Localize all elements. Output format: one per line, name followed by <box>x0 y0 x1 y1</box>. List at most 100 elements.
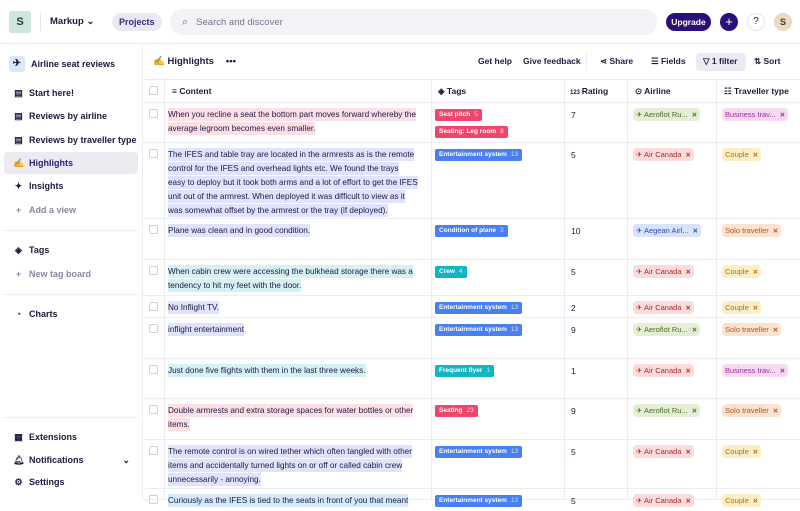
highlight-text[interactable]: No Inflight TV. <box>168 301 418 315</box>
tags-cell[interactable] <box>432 489 565 499</box>
traveller-type-pill[interactable]: Couple ✕ <box>722 148 762 161</box>
highlight-text[interactable]: Plane was clean and in good condition. <box>168 224 418 238</box>
avatar[interactable]: S <box>774 13 792 31</box>
table-row[interactable]: Plane was clean and in good condition. C… <box>143 219 800 260</box>
sort-button[interactable]: ⇅ Sort <box>754 56 780 67</box>
airline-pill[interactable]: ✈ Aeroflot Ru... ✕ <box>633 404 701 417</box>
content-cell[interactable] <box>165 296 432 317</box>
table-row[interactable]: Double armrests and extra storage spaces… <box>143 399 800 440</box>
filter-label-wrap[interactable]: ▽ 1 filter <box>703 56 737 67</box>
new-tag-board-button[interactable]: + New tag board <box>4 263 138 285</box>
traveller-type-pill[interactable]: Couple ✕ <box>722 265 762 278</box>
column-header-tags[interactable]: ◈ Tags <box>432 80 565 103</box>
tags-cell[interactable] <box>432 103 565 142</box>
airline-pill[interactable]: ✈ Air Canada ✕ <box>633 364 694 377</box>
airline-pill[interactable]: ✈ Aeroflot Ru... ✕ <box>633 323 701 336</box>
table-row[interactable]: No Inflight TV. Entertainment system 13 2… <box>143 296 800 318</box>
airline-cell[interactable] <box>628 440 717 488</box>
row-checkbox[interactable] <box>149 225 158 234</box>
remove-icon[interactable]: ✕ <box>772 228 779 235</box>
content-cell[interactable] <box>165 399 432 439</box>
tag-chip[interactable]: Crew 4 <box>435 266 467 278</box>
traveller-type-pill[interactable]: Solo traveller ✕ <box>722 323 782 336</box>
remove-icon[interactable]: ✕ <box>779 368 786 375</box>
remove-icon[interactable]: ✕ <box>752 305 759 312</box>
column-header-content[interactable]: ≡ Content <box>165 80 432 103</box>
airline-pill[interactable]: ✈ Air Canada ✕ <box>633 445 694 458</box>
tags-cell[interactable] <box>432 359 565 398</box>
sidebar-item-insights[interactable]: ✦ Insights <box>4 175 138 197</box>
traveller-type-pill[interactable]: Couple ✕ <box>722 301 762 314</box>
remove-icon[interactable]: ✕ <box>685 498 691 505</box>
row-checkbox[interactable] <box>149 324 158 333</box>
column-header-traveller-type[interactable]: ☷ Traveller type <box>717 80 800 103</box>
add-icon[interactable]: + <box>720 13 738 31</box>
upgrade-button[interactable]: Upgrade <box>666 13 711 31</box>
tag-chip[interactable]: Seating: Leg room 8 <box>435 126 508 138</box>
remove-icon[interactable]: ✕ <box>779 112 786 119</box>
remove-icon[interactable]: ✕ <box>691 112 698 119</box>
projects-button[interactable]: Projects <box>112 13 162 31</box>
tag-chip[interactable]: Entertainment system 13 <box>435 149 523 161</box>
row-checkbox[interactable] <box>149 365 158 374</box>
airline-pill[interactable]: ✈ Air Canada ✕ <box>633 301 694 314</box>
remove-icon[interactable]: ✕ <box>685 305 691 312</box>
tag-chip[interactable]: Frequent flyer 1 <box>435 365 494 377</box>
sidebar-item-highlights[interactable]: ✍ Highlights <box>4 152 138 174</box>
give-feedback-button[interactable]: Give feedback <box>523 56 581 66</box>
highlight-text[interactable]: Double armrests and extra storage spaces… <box>168 404 418 432</box>
remove-icon[interactable]: ✕ <box>685 152 691 159</box>
remove-icon[interactable]: ✕ <box>692 228 699 235</box>
table-row[interactable]: inflight entertainment Entertainment sys… <box>143 318 800 359</box>
rating-cell[interactable] <box>565 440 628 488</box>
remove-icon[interactable]: ✕ <box>685 449 691 456</box>
airline-cell[interactable] <box>628 489 717 499</box>
tags-cell[interactable] <box>432 296 565 317</box>
airline-cell[interactable] <box>628 399 717 439</box>
tag-chip[interactable]: Seat pitch 5 <box>435 109 482 121</box>
table-row[interactable]: Curiously as the IFES is tied to the sea… <box>143 489 800 507</box>
tags-cell[interactable] <box>432 440 565 488</box>
sidebar-item-reviews-by-traveller-type[interactable]: ▤ Reviews by traveller type <box>4 129 138 151</box>
airline-cell[interactable] <box>628 296 717 317</box>
tag-chip[interactable]: Seating 23 <box>435 405 478 417</box>
airline-pill[interactable]: ✈ Aegean Airl... ✕ <box>633 224 702 237</box>
share-button[interactable]: ⋖ Share <box>600 56 633 67</box>
add-view-button[interactable]: + Add a view <box>4 199 138 221</box>
content-cell[interactable] <box>165 219 432 259</box>
more-options-icon[interactable]: ••• <box>225 56 236 67</box>
rating-cell[interactable] <box>565 489 628 499</box>
remove-icon[interactable]: ✕ <box>691 327 698 334</box>
airline-cell[interactable] <box>628 103 717 142</box>
column-header-airline[interactable]: ⊙ Airline <box>628 80 717 103</box>
airline-pill[interactable]: ✈ Aeroflot Ru... ✕ <box>633 108 701 121</box>
fields-button[interactable]: ☰ Fields <box>651 56 686 67</box>
airline-pill[interactable]: ✈ Air Canada ✕ <box>633 494 694 507</box>
remove-icon[interactable]: ✕ <box>752 269 759 276</box>
sidebar-item-start-here[interactable]: ▤ Start here! <box>4 82 138 104</box>
sidebar-item-reviews-by-airline[interactable]: ▤ Reviews by airline <box>4 105 138 127</box>
help-button[interactable]: ? <box>747 13 765 31</box>
content-cell[interactable] <box>165 260 432 295</box>
highlight-text[interactable]: When cabin crew were accessing the bulkh… <box>168 265 418 293</box>
content-cell[interactable] <box>165 359 432 398</box>
tags-cell[interactable] <box>432 399 565 439</box>
workspace-logo[interactable]: S <box>9 11 31 33</box>
traveller-type-pill[interactable]: Solo traveller ✕ <box>722 224 782 237</box>
row-checkbox[interactable] <box>149 266 158 275</box>
sidebar-item-notifications[interactable]: 🔔︎ Notifications ⌄ <box>4 449 138 471</box>
airline-cell[interactable] <box>628 359 717 398</box>
workspace-switcher[interactable]: Markup ⌄ <box>50 16 94 27</box>
remove-icon[interactable]: ✕ <box>752 152 759 159</box>
remove-icon[interactable]: ✕ <box>691 408 698 415</box>
row-checkbox[interactable] <box>149 302 158 311</box>
content-cell[interactable] <box>165 440 432 488</box>
remove-icon[interactable]: ✕ <box>752 498 759 505</box>
highlight-text[interactable]: When you recline a seat the bottom part … <box>168 108 418 136</box>
remove-icon[interactable]: ✕ <box>685 269 691 276</box>
traveller-type-pill[interactable]: Business trav... ✕ <box>722 364 789 377</box>
tags-cell[interactable] <box>432 260 565 295</box>
content-cell[interactable] <box>165 489 432 499</box>
get-help-button[interactable]: Get help <box>478 56 513 66</box>
traveller-type-pill[interactable]: Couple ✕ <box>722 445 762 458</box>
